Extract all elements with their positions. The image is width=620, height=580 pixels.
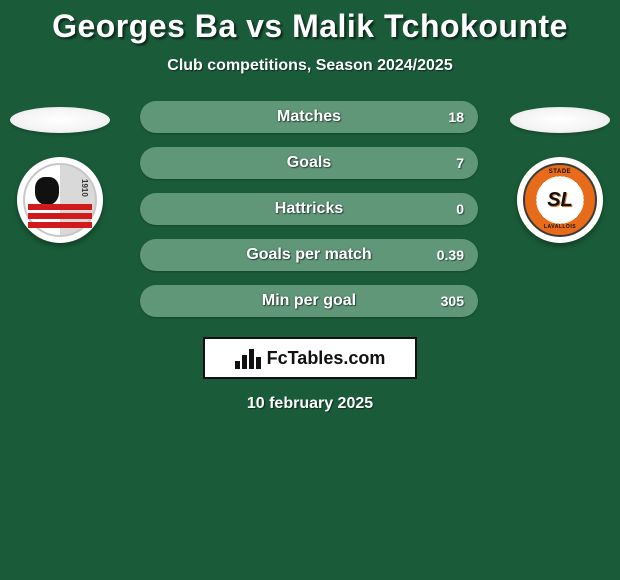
stat-value-right: 7 bbox=[456, 155, 464, 171]
badge-bottom-text: LAVALLOIS bbox=[525, 224, 595, 230]
page-title: Georges Ba vs Malik Tchokounte bbox=[0, 8, 620, 45]
stat-label: Goals bbox=[287, 154, 331, 172]
stat-row: Hattricks 0 bbox=[140, 193, 478, 225]
stat-row: Goals 7 bbox=[140, 147, 478, 179]
badge-top-text: STADE bbox=[525, 169, 595, 175]
snapshot-date: 10 february 2025 bbox=[0, 395, 620, 413]
branding-text: FcTables.com bbox=[267, 348, 386, 369]
stripe-icon bbox=[28, 222, 92, 228]
club-badge-right: STADE SL LAVALLOIS bbox=[517, 157, 603, 243]
player-right: STADE SL LAVALLOIS bbox=[510, 89, 610, 243]
stat-row: Goals per match 0.39 bbox=[140, 239, 478, 271]
player-pad bbox=[10, 107, 110, 133]
stade-lavallois-crest: STADE SL LAVALLOIS bbox=[523, 163, 597, 237]
club-badge-left: 1910 bbox=[17, 157, 103, 243]
player-pad bbox=[510, 107, 610, 133]
bar-chart-icon bbox=[235, 347, 261, 369]
badge-year: 1910 bbox=[80, 179, 89, 197]
stat-label: Goals per match bbox=[246, 246, 371, 264]
stripe-icon bbox=[28, 204, 92, 210]
stat-value-right: 305 bbox=[441, 293, 464, 309]
moor-head-icon bbox=[35, 177, 59, 205]
season-subtitle: Club competitions, Season 2024/2025 bbox=[0, 57, 620, 75]
ac-ajaccio-crest: 1910 bbox=[23, 163, 97, 237]
branding-box[interactable]: FcTables.com bbox=[203, 337, 417, 379]
stat-value-right: 0 bbox=[456, 201, 464, 217]
stat-list: Matches 18 Goals 7 Hattricks 0 Goals per… bbox=[140, 101, 480, 331]
stat-row: Min per goal 305 bbox=[140, 285, 478, 317]
stripe-icon bbox=[28, 213, 92, 219]
stat-value-right: 18 bbox=[448, 109, 464, 125]
stat-label: Hattricks bbox=[275, 200, 343, 218]
stat-row: Matches 18 bbox=[140, 101, 478, 133]
comparison-card: Georges Ba vs Malik Tchokounte Club comp… bbox=[0, 0, 620, 413]
player-left: 1910 bbox=[10, 89, 110, 243]
stat-value-right: 0.39 bbox=[437, 247, 464, 263]
badge-initials: SL bbox=[547, 189, 573, 212]
stat-label: Matches bbox=[277, 108, 341, 126]
comparison-main: 1910 STADE SL LAVALLOIS Ma bbox=[0, 89, 620, 329]
stat-label: Min per goal bbox=[262, 292, 356, 310]
